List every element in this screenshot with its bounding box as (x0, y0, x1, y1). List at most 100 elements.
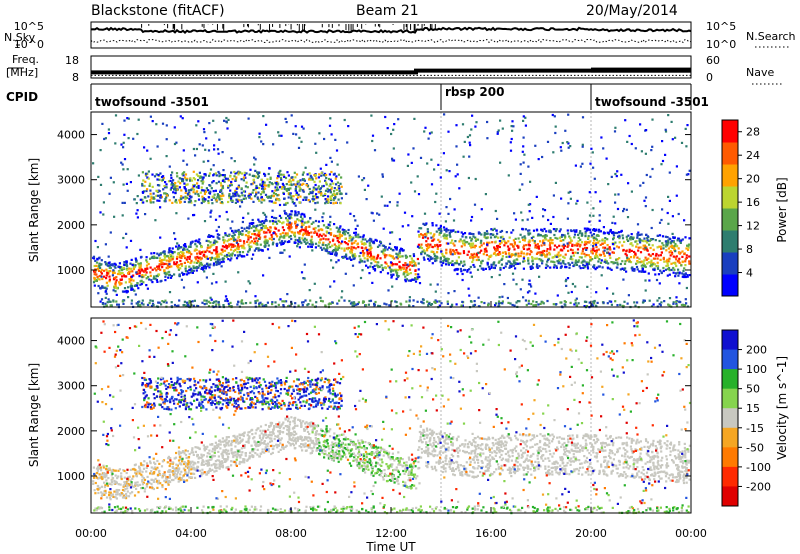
echo-cell (232, 231, 235, 234)
echo-cell (137, 118, 140, 121)
echo-cell (441, 436, 445, 440)
echo-cell (329, 228, 332, 231)
echo-cell (397, 275, 400, 278)
echo-cell (527, 302, 530, 305)
echo-cell (163, 269, 166, 272)
n-search-trace (90, 38, 692, 44)
echo-cell (313, 198, 316, 201)
echo-cell (349, 251, 352, 254)
echo-cell (335, 192, 338, 196)
echo-cell (266, 178, 269, 181)
echo-cell (311, 198, 314, 201)
echo-cell (259, 220, 262, 224)
echo-cell (521, 150, 524, 153)
echo-cell (270, 215, 274, 219)
echo-cell (600, 259, 603, 262)
echo-cell (272, 192, 276, 195)
echo-cell (405, 266, 408, 269)
echo-cell (425, 222, 428, 225)
echo-cell (137, 269, 140, 272)
echo-cell (294, 125, 297, 128)
echo-cell (681, 260, 684, 263)
cpid-segment-label: rbsp 200 (445, 85, 504, 99)
echo-cell (460, 245, 463, 248)
echo-cell (394, 269, 397, 273)
echo-cell (102, 201, 105, 204)
echo-cell (684, 258, 687, 261)
echo-cell (174, 189, 178, 192)
echo-cell (352, 215, 356, 218)
echo-cell (180, 263, 183, 266)
echo-cell (192, 304, 195, 307)
echo-cell (437, 163, 440, 166)
echo-cell (322, 194, 325, 197)
echo-cell (586, 267, 590, 270)
echo-cell (591, 252, 594, 255)
echo-cell (261, 191, 264, 194)
echo-cell (320, 234, 323, 238)
echo-cell (584, 240, 587, 243)
echo-cell (141, 274, 144, 277)
echo-cell (530, 236, 533, 240)
echo-cell (517, 252, 520, 255)
echo-cell (439, 226, 442, 230)
echo-cell (264, 244, 267, 247)
echo-cell (131, 285, 134, 288)
echo-cell (283, 300, 286, 303)
echo-cell (474, 236, 477, 239)
echo-cell (488, 462, 491, 465)
echo-cell (288, 221, 291, 224)
echo-cell (327, 238, 330, 241)
echo-cell (192, 214, 195, 217)
echo-cell (461, 123, 465, 126)
echo-cell (316, 196, 319, 199)
echo-cell (549, 231, 552, 234)
echo-cell (305, 233, 308, 236)
echo-cell (487, 265, 490, 268)
echo-cell (500, 453, 503, 456)
echo-cell (140, 282, 143, 286)
echo-cell (533, 436, 536, 439)
echo-cell (573, 230, 576, 233)
echo-cell (303, 237, 307, 240)
echo-cell (236, 435, 239, 438)
echo-cell (234, 179, 237, 182)
echo-cell (515, 258, 518, 261)
echo-cell (536, 263, 539, 266)
echo-cell (578, 232, 581, 235)
echo-cell (185, 179, 188, 182)
echo-cell (472, 471, 475, 474)
echo-cell (262, 143, 265, 146)
echo-cell (617, 246, 620, 249)
echo-cell (575, 230, 578, 233)
echo-cell (274, 201, 277, 204)
echo-cell (173, 183, 176, 186)
echo-cell (165, 193, 168, 196)
echo-cell (442, 226, 446, 229)
echo-cell (141, 269, 144, 272)
echo-cell (398, 238, 401, 241)
echo-cell (389, 270, 393, 273)
echo-cell (583, 300, 587, 303)
echo-cell (471, 114, 474, 117)
echo-cell (328, 173, 331, 176)
echo-cell (276, 177, 279, 180)
echo-cell (187, 302, 190, 305)
echo-cell (186, 248, 189, 251)
echo-cell (282, 221, 285, 224)
echo-cell (101, 285, 104, 288)
echo-cell (286, 219, 289, 223)
echo-cell (137, 304, 140, 307)
echo-cell (493, 246, 496, 249)
echo-cell (621, 244, 624, 247)
echo-cell (420, 243, 423, 246)
cpid-label: CPID (6, 90, 38, 104)
echo-cell (630, 242, 633, 245)
echo-cell (125, 291, 128, 294)
echo-cell (522, 246, 525, 249)
echo-cell (246, 235, 250, 238)
echo-cell (261, 249, 264, 252)
echo-cell (438, 240, 441, 243)
echo-cell (168, 274, 171, 277)
echo-cell (165, 138, 168, 141)
